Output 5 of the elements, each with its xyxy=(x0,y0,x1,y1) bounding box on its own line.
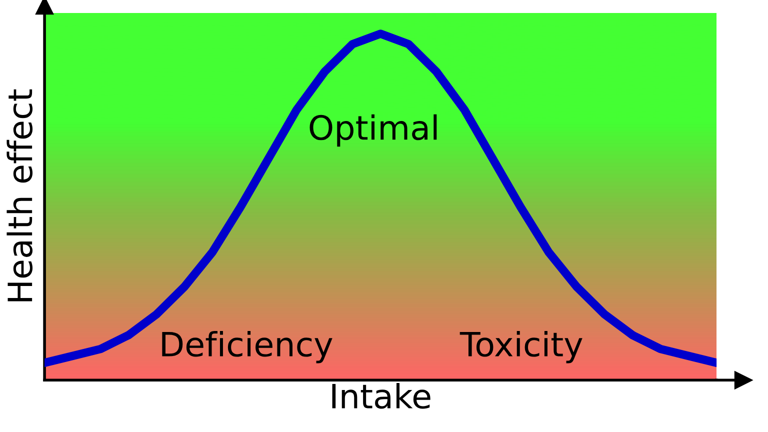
annotation: Optimal xyxy=(310,114,437,147)
x-axis-title: Intake xyxy=(332,382,430,409)
annotation: Deficiency xyxy=(162,330,332,364)
y-axis-title: Health effect xyxy=(6,89,33,302)
annotation: Toxicity xyxy=(460,330,582,364)
